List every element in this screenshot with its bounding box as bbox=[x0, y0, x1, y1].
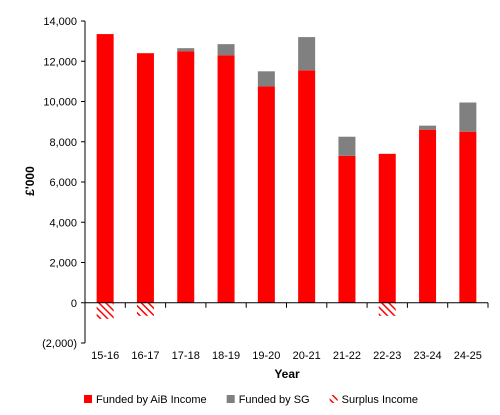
y-tick-label: 10,000 bbox=[43, 97, 77, 109]
x-tick-label: 20-21 bbox=[293, 350, 321, 362]
bar-segment-2-21-22 bbox=[338, 136, 356, 156]
legend-label: Surplus Income bbox=[342, 394, 418, 406]
y-tick-label: 6,000 bbox=[49, 177, 77, 189]
x-tick-label: 22-23 bbox=[373, 350, 401, 362]
bar-segment-1-15-16 bbox=[96, 34, 114, 303]
bar-segment-1-21-22 bbox=[338, 155, 356, 303]
plot-area bbox=[96, 34, 477, 319]
legend-swatch bbox=[329, 395, 338, 403]
legend-label: Funded by SG bbox=[239, 394, 310, 406]
legend-item-2: Funded by SG bbox=[226, 394, 310, 406]
bar-segment-2-17-18 bbox=[177, 48, 195, 52]
y-tick-label: 14,000 bbox=[43, 16, 77, 28]
legend-swatch bbox=[84, 395, 92, 403]
bar-segment-2-19-20 bbox=[257, 71, 275, 87]
y-axis-title: £'000 bbox=[23, 166, 37, 196]
y-tick-label: (2,000) bbox=[42, 338, 77, 350]
x-tick-label: 21-22 bbox=[333, 350, 361, 362]
bar-segment-2-20-21 bbox=[298, 37, 316, 71]
x-axis: 15-16 16-17 17-18 18-19 19-20 20-21 21-22 22-23… bbox=[84, 302, 489, 362]
x-tick-label: 24-25 bbox=[454, 350, 482, 362]
bar-segment-3-15-16 bbox=[96, 302, 114, 319]
bar-segment-1-24-25 bbox=[459, 131, 477, 303]
legend-label: Funded by AiB Income bbox=[96, 394, 207, 406]
legend-item-3: Surplus Income bbox=[329, 394, 418, 406]
x-tick-label: 15-16 bbox=[91, 350, 119, 362]
y-tick-label: 12,000 bbox=[43, 56, 77, 68]
bar-segment-1-19-20 bbox=[257, 86, 275, 303]
bar-segment-2-23-24 bbox=[419, 125, 437, 130]
bar-segment-3-22-23 bbox=[378, 302, 396, 316]
y-tick-label: 0 bbox=[71, 298, 77, 310]
x-tick-label: 19-20 bbox=[252, 350, 280, 362]
x-tick-label: 23-24 bbox=[413, 350, 441, 362]
legend: Funded by AiB Income Funded by SG Surplus … bbox=[84, 394, 418, 406]
bar-segment-1-18-19 bbox=[217, 55, 235, 303]
bar-segment-2-18-19 bbox=[217, 44, 235, 56]
x-axis-title: Year bbox=[274, 367, 300, 381]
y-axis: (2,000) 0 2,000 4,000 6,000 8,000 10,000 12,000… bbox=[42, 16, 86, 350]
y-tick-label: 2,000 bbox=[49, 258, 77, 270]
bar-segment-3-16-17 bbox=[136, 302, 154, 316]
y-tick-label: 8,000 bbox=[49, 137, 77, 149]
legend-swatch bbox=[226, 395, 235, 403]
bar-segment-1-17-18 bbox=[177, 51, 195, 303]
bar-segment-2-24-25 bbox=[459, 102, 477, 132]
bar-segment-1-23-24 bbox=[419, 129, 437, 303]
bar-segment-1-16-17 bbox=[136, 53, 154, 303]
bar-segment-1-20-21 bbox=[298, 70, 316, 303]
bar-segment-1-22-23 bbox=[378, 153, 396, 303]
x-tick-label: 17-18 bbox=[172, 350, 200, 362]
y-tick-label: 4,000 bbox=[49, 217, 77, 229]
x-tick-label: 16-17 bbox=[131, 350, 159, 362]
legend-item-1: Funded by AiB Income bbox=[84, 394, 207, 406]
x-tick-label: 18-19 bbox=[212, 350, 240, 362]
